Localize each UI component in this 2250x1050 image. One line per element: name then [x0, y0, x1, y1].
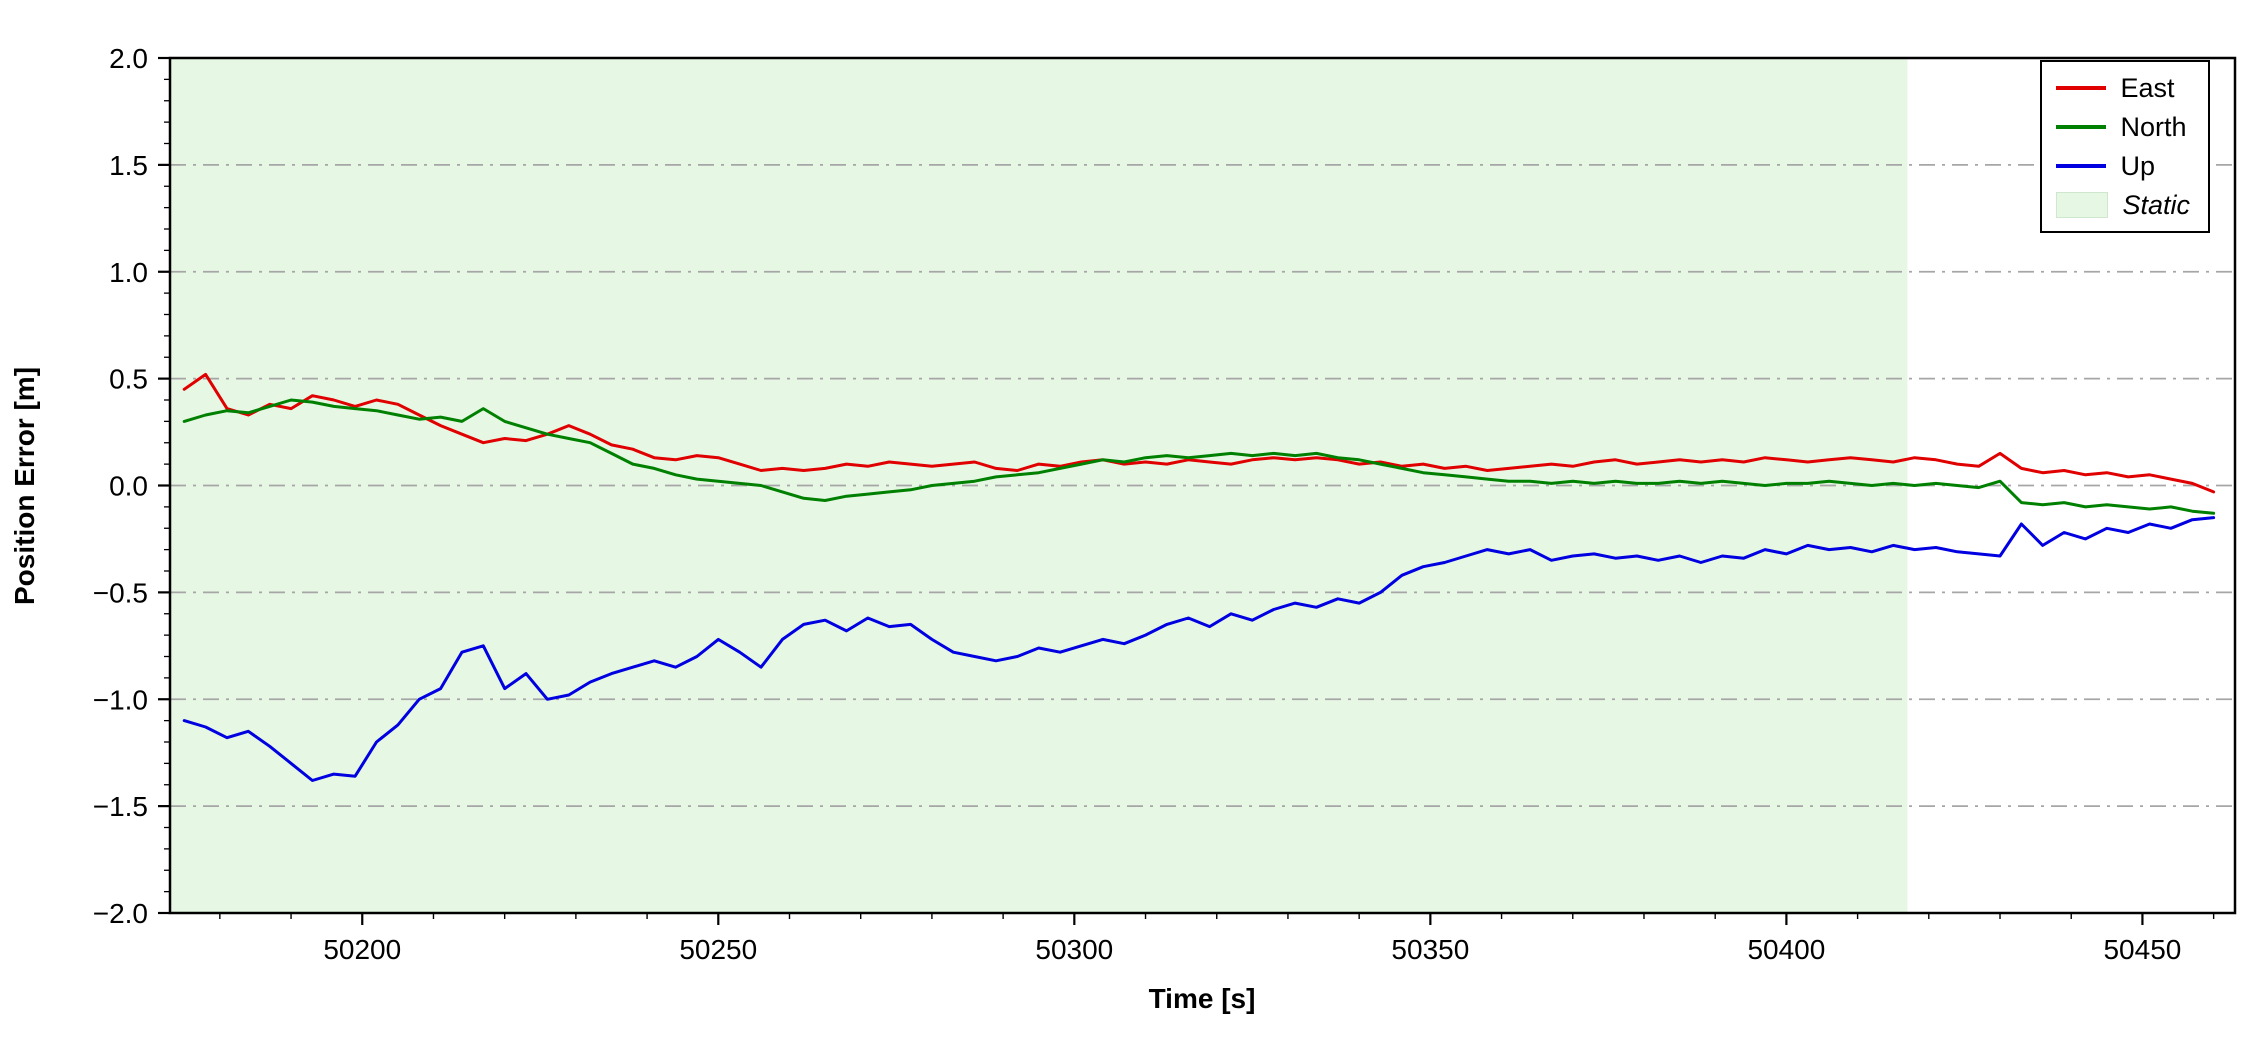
- legend-item-up: Up: [2056, 150, 2190, 182]
- x-tick-label: 50400: [1747, 934, 1825, 965]
- x-tick-label: 50450: [2103, 934, 2181, 965]
- legend-item-north: North: [2056, 111, 2190, 143]
- y-tick-label: 1.5: [109, 150, 148, 181]
- legend-label-east: East: [2120, 72, 2175, 103]
- y-tick-label: 0.0: [109, 471, 148, 502]
- y-tick-label: −1.0: [93, 684, 148, 715]
- x-tick-label: 50350: [1391, 934, 1469, 965]
- legend-label-north: North: [2120, 111, 2187, 142]
- legend-label-up: Up: [2120, 150, 2155, 181]
- x-tick-label: 50250: [679, 934, 757, 965]
- y-tick-label: 1.0: [109, 257, 148, 288]
- x-tick-label: 50200: [323, 934, 401, 965]
- plot-area: 50200 50250 50300 50350 50400 50450 −2.0 −1.5 −1…: [93, 43, 2237, 965]
- legend-item-static: Static: [2056, 189, 2190, 221]
- y-tick-label: −0.5: [93, 577, 148, 608]
- x-tick-label: 50300: [1035, 934, 1113, 965]
- legend: East North Up Static: [2040, 60, 2210, 233]
- north-line-swatch: [2056, 125, 2107, 129]
- y-tick-label: 0.5: [109, 364, 148, 395]
- y-tick-label: −1.5: [93, 791, 148, 822]
- up-line-swatch: [2056, 164, 2107, 168]
- series-line-north: [182, 398, 2216, 515]
- east-line-swatch: [2056, 86, 2107, 90]
- y-axis-label: Position Error [m]: [9, 367, 40, 605]
- series-line-up: [182, 516, 2216, 782]
- legend-label-static: Static: [2122, 189, 2190, 220]
- series-line-east: [182, 372, 2216, 494]
- legend-item-east: East: [2056, 72, 2190, 104]
- x-axis-label: Time [s]: [1149, 983, 1256, 1014]
- y-tick-label: −2.0: [93, 898, 148, 929]
- static-patch-swatch: [2056, 192, 2109, 218]
- y-tick-label: 2.0: [109, 43, 148, 74]
